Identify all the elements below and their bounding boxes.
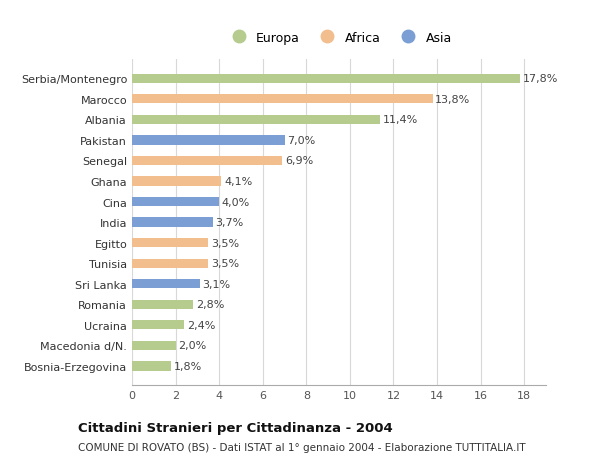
- Text: 4,0%: 4,0%: [222, 197, 250, 207]
- Text: Cittadini Stranieri per Cittadinanza - 2004: Cittadini Stranieri per Cittadinanza - 2…: [78, 421, 393, 434]
- Text: 2,4%: 2,4%: [187, 320, 215, 330]
- Text: 13,8%: 13,8%: [436, 95, 470, 105]
- Bar: [132, 280, 200, 289]
- Text: 7,0%: 7,0%: [287, 135, 316, 146]
- Text: 3,1%: 3,1%: [202, 279, 230, 289]
- Text: COMUNE DI ROVATO (BS) - Dati ISTAT al 1° gennaio 2004 - Elaborazione TUTTITALIA.: COMUNE DI ROVATO (BS) - Dati ISTAT al 1°…: [78, 442, 526, 452]
- Bar: [132, 116, 380, 125]
- Bar: [132, 74, 520, 84]
- Text: 2,0%: 2,0%: [178, 341, 206, 351]
- Bar: [132, 95, 433, 104]
- Bar: [132, 341, 176, 350]
- Bar: [132, 157, 283, 166]
- Text: 6,9%: 6,9%: [285, 156, 313, 166]
- Text: 3,5%: 3,5%: [211, 258, 239, 269]
- Text: 4,1%: 4,1%: [224, 177, 252, 187]
- Text: 3,7%: 3,7%: [215, 218, 244, 228]
- Bar: [132, 136, 284, 145]
- Bar: [132, 239, 208, 248]
- Bar: [132, 300, 193, 309]
- Text: 17,8%: 17,8%: [523, 74, 558, 84]
- Text: 11,4%: 11,4%: [383, 115, 418, 125]
- Bar: [132, 320, 184, 330]
- Legend: Europa, Africa, Asia: Europa, Africa, Asia: [221, 27, 457, 50]
- Bar: [132, 177, 221, 186]
- Text: 2,8%: 2,8%: [196, 300, 224, 310]
- Text: 1,8%: 1,8%: [174, 361, 202, 371]
- Bar: [132, 218, 212, 227]
- Bar: [132, 259, 208, 268]
- Text: 3,5%: 3,5%: [211, 238, 239, 248]
- Bar: [132, 362, 171, 371]
- Bar: [132, 197, 219, 207]
